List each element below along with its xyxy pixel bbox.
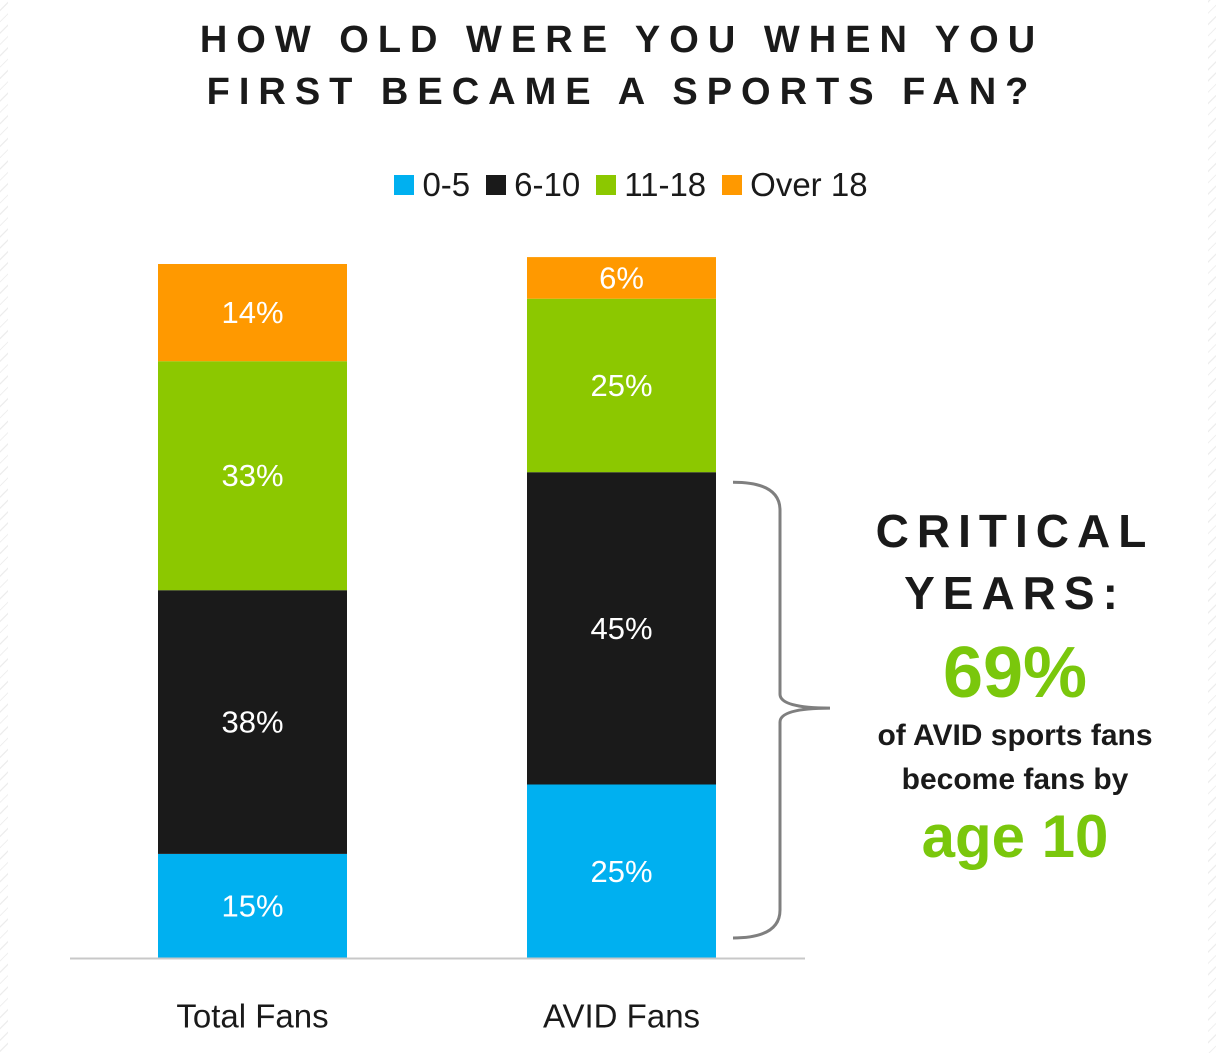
legend-item-11-18: 11-18: [596, 166, 706, 204]
callout-percentage: 69%: [942, 633, 1088, 713]
category-label-1: AVID Fans: [543, 998, 700, 1035]
bar-segment-0-5-0: [158, 853, 347, 958]
data-label-6-10-1: 45%: [590, 611, 652, 646]
bar-segment-over-18-0: [158, 264, 347, 362]
bar-segment-11-18-0: [158, 361, 347, 591]
legend-label-6-10: 6-10: [514, 166, 581, 203]
callout-text-line-1: of AVID sports fans: [877, 719, 1153, 752]
data-label-0-5-0: 15%: [221, 888, 283, 923]
callout-heading-line-2: YEARS:: [904, 567, 1126, 619]
data-label-over-18-0: 14%: [221, 295, 283, 330]
legend-item-over-18: Over 18: [722, 166, 868, 204]
data-label-over-18-1: 6%: [599, 260, 644, 295]
legend-swatch-over-18: [722, 175, 743, 195]
bar-segment-over-18-1: [527, 257, 716, 299]
callout-heading-line-1: CRITICAL: [875, 505, 1155, 557]
critical-years-callout: CRITICAL YEARS: 69% of AVID sports fans …: [838, 500, 1192, 872]
data-label-0-5-1: 25%: [590, 854, 652, 889]
category-label-0: Total Fans: [176, 998, 328, 1035]
data-label-6-10-0: 38%: [221, 705, 283, 740]
bar-segment-0-5-1: [527, 784, 716, 958]
legend-item-0-5: 0-5: [394, 166, 470, 204]
legend-label-over-18: Over 18: [750, 166, 868, 203]
legend-swatch-6-10: [486, 175, 507, 195]
legend-item-6-10: 6-10: [486, 166, 580, 204]
legend-swatch-0-5: [394, 175, 415, 195]
chart-title: HOW OLD WERE YOU WHEN YOU FIRST BECAME A…: [0, 14, 1216, 118]
data-label-11-18-0: 33%: [221, 458, 283, 493]
bar-segment-6-10-1: [527, 472, 716, 785]
callout-age: age 10: [921, 803, 1109, 870]
critical-years-bracket: [732, 480, 831, 940]
title-line-2: FIRST BECAME A SPORTS FAN?: [206, 71, 1038, 113]
legend-label-0-5: 0-5: [422, 166, 471, 203]
legend: 0-5 6-10 11-18 Over 18: [0, 166, 1216, 204]
data-label-11-18-1: 25%: [590, 368, 652, 403]
legend-label-11-18: 11-18: [624, 166, 707, 203]
bar-segment-6-10-0: [158, 590, 347, 854]
title-line-1: HOW OLD WERE YOU WHEN YOU: [199, 19, 1045, 61]
callout-text-line-2: become fans by: [901, 763, 1129, 796]
legend-swatch-11-18: [596, 175, 617, 195]
bar-segment-11-18-1: [527, 298, 716, 473]
